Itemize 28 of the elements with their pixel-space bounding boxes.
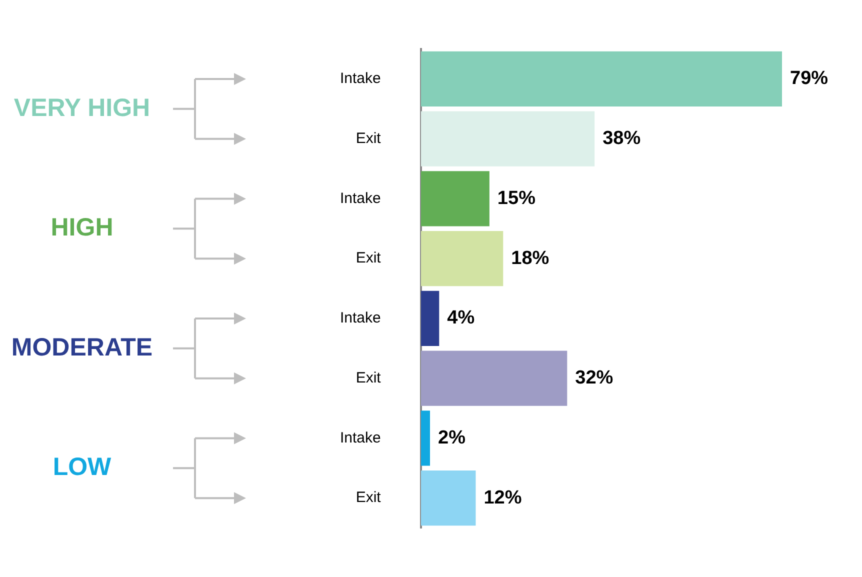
text: LOW — [52, 453, 112, 482]
bar — [420, 111, 595, 166]
y-tick-label: Intake — [340, 310, 381, 327]
bar — [420, 171, 490, 226]
data-label: 18% — [511, 248, 550, 269]
text: MODERATE — [11, 333, 153, 362]
bar — [420, 51, 782, 106]
data-label: 79% — [790, 68, 828, 90]
y-tick-label: Exit — [356, 250, 382, 267]
y-tick-label: Intake — [340, 70, 381, 88]
text: HIGH — [50, 214, 114, 242]
bar — [420, 470, 476, 526]
bar — [420, 231, 504, 286]
text: VERY HIGH — [14, 94, 150, 122]
bar — [420, 290, 440, 346]
bar — [420, 410, 430, 466]
data-label: 2% — [438, 427, 466, 448]
data-label: 32% — [575, 368, 614, 389]
data-label: 4% — [447, 308, 475, 329]
bar — [420, 350, 568, 406]
y-tick-label: Intake — [340, 429, 381, 446]
data-label: 15% — [497, 188, 536, 209]
y-tick-label: Exit — [356, 130, 382, 147]
data-label: 38% — [602, 128, 641, 150]
y-tick-label: Exit — [356, 369, 382, 386]
data-label: 12% — [484, 487, 522, 508]
y-tick-label: Exit — [356, 489, 382, 506]
y-tick-label: Intake — [340, 190, 381, 207]
